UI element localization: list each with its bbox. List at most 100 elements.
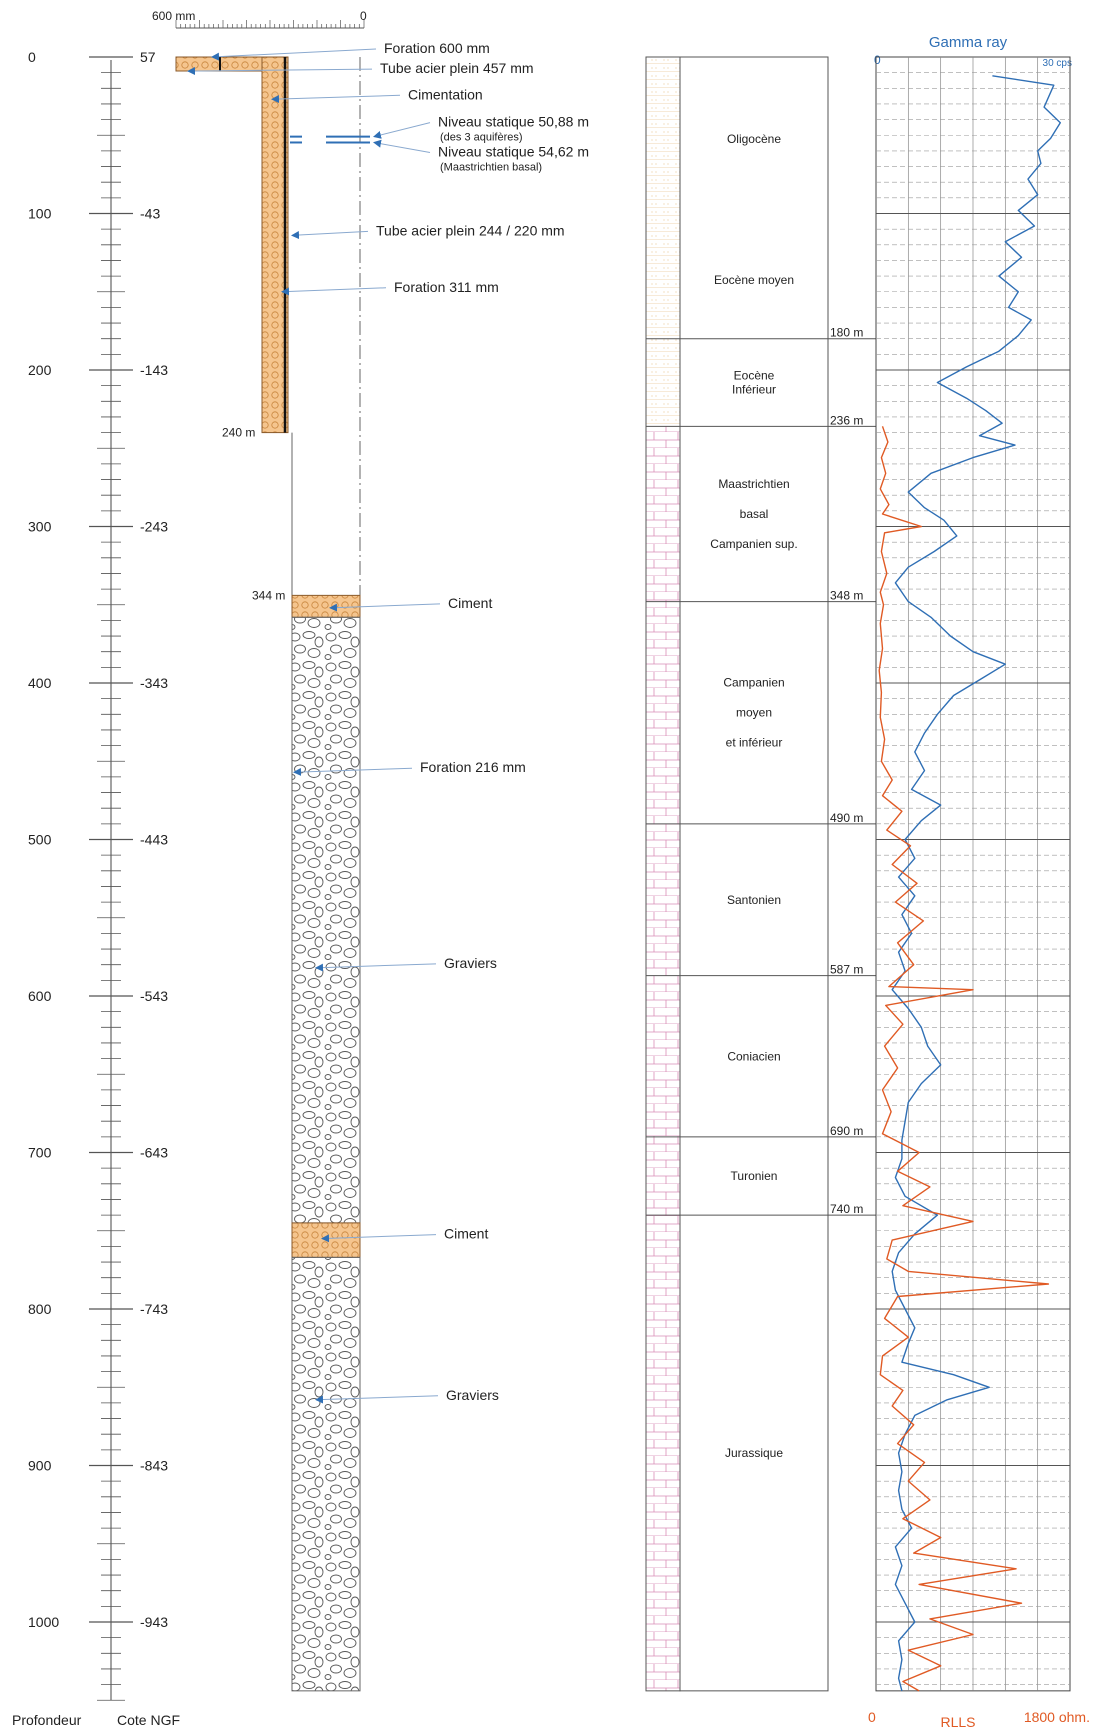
lithology-upper	[646, 57, 680, 427]
depth-label: 500	[28, 832, 52, 848]
stratigraphy-unit-label: Santonien	[727, 893, 781, 907]
boundary-depth-label: 490 m	[830, 811, 863, 825]
boundary-depth-label: 236 m	[830, 413, 863, 427]
well-depth-label: 240 m	[222, 426, 255, 440]
depth-scale: 0 57 100 -43 200 -143 300 -243 400 -343 500 -443 600…	[12, 49, 180, 1728]
chart-title: Gamma ray	[929, 34, 1008, 51]
stratigraphy-unit-label: Inférieur	[732, 383, 776, 397]
log-chart: Gamma ray 0 30 cps 0 RLLS 1800 ohm.	[868, 34, 1090, 1730]
gravel-pack	[291, 616, 361, 1224]
bottom-axis-label: RLLS	[940, 1714, 975, 1730]
ngf-label: -143	[140, 362, 168, 378]
annotation-label: Foration 600 mm	[384, 40, 490, 56]
stratigraphy-frame	[679, 56, 829, 1692]
annotation-label: Cimentation	[408, 86, 483, 102]
stratigraphy-unit-label: Jurassique	[725, 1446, 783, 1460]
stratigraphy-unit-label: Eocène	[734, 369, 775, 383]
annotation-leader	[293, 767, 413, 776]
annotation-label: Ciment	[444, 1226, 488, 1242]
depth-caption: Profondeur	[12, 1712, 82, 1728]
well-depth-label: 344 m	[252, 588, 285, 602]
ngf-label: -343	[140, 675, 168, 691]
stratigraphy-unit-label: basal	[740, 507, 769, 521]
annotation-leader	[329, 603, 441, 612]
ngf-label: -643	[140, 1145, 168, 1161]
annotation-leader	[281, 287, 387, 296]
annotation-leader	[271, 94, 401, 104]
annotation-label: Graviers	[446, 1387, 499, 1403]
depth-label: 600	[28, 988, 52, 1004]
ngf-label: -743	[140, 1301, 168, 1317]
annotation-leader	[321, 1234, 437, 1243]
annotation-sublabel: (des 3 aquifères)	[440, 132, 523, 144]
annotation-label: Niveau statique 50,88 m	[438, 114, 589, 130]
annotation-label: Tube acier plein 457 mm	[380, 60, 534, 76]
annotation-leader	[291, 230, 369, 240]
top-axis-min: 0	[874, 53, 881, 67]
lithology-limestone	[646, 426, 680, 1691]
stratigraphy-unit-label: et inférieur	[726, 736, 783, 750]
boundary-depth-label: 180 m	[830, 326, 863, 340]
stratigraphy-unit-label: Maastrichtien	[718, 477, 789, 491]
ngf-label: -443	[140, 832, 168, 848]
annotation-label: Graviers	[444, 955, 497, 971]
well-schematic: 600 mm 0 240 m 344 m Foration 600 mm Tube …	[152, 9, 589, 1692]
diameter-scale-right: 0	[360, 9, 367, 23]
annotation-leader	[373, 122, 431, 139]
ngf-label: -43	[140, 206, 160, 222]
stratigraphy-unit-label: Coniacien	[727, 1049, 780, 1063]
annotation-label: Ciment	[448, 595, 492, 611]
stratigraphy-unit-label: Oligocène	[727, 132, 781, 146]
annotation-leader	[315, 1395, 439, 1404]
annular-cement	[261, 56, 289, 434]
annotation-sublabel: (Maastrichtien basal)	[440, 161, 542, 173]
stratigraphy-unit-label: Eocène moyen	[714, 273, 794, 287]
boundary-depth-label: 348 m	[830, 589, 863, 603]
depth-label: 800	[28, 1301, 52, 1317]
ngf-label: -943	[140, 1614, 168, 1630]
ngf-caption: Cote NGF	[117, 1712, 180, 1728]
well-body: 240 m 344 m	[175, 56, 370, 1692]
annotation-leader	[315, 963, 437, 972]
depth-label: 0	[28, 49, 36, 65]
well-annotations: Foration 600 mm Tube acier plein 457 mm Ci…	[187, 40, 589, 1404]
series-line-gamma-ray	[891, 75, 1062, 1692]
depth-label: 900	[28, 1458, 52, 1474]
cement-plug	[291, 1222, 361, 1258]
boundary-depth-label: 690 m	[830, 1124, 863, 1138]
bottom-axis-max: 1800 ohm.	[1024, 1709, 1090, 1725]
depth-label: 200	[28, 362, 52, 378]
ngf-label: 57	[140, 49, 156, 65]
diameter-ticks	[175, 20, 365, 28]
annotation-label: Tube acier plein 244 / 220 mm	[376, 222, 565, 238]
depth-label: 400	[28, 675, 52, 691]
annotation-label: Foration 216 mm	[420, 759, 526, 775]
depth-label: 700	[28, 1145, 52, 1161]
ngf-label: -543	[140, 988, 168, 1004]
top-axis-max: 30 cps	[1043, 58, 1072, 69]
gravel-pack	[291, 1256, 361, 1692]
annotation-label: Niveau statique 54,62 m	[438, 143, 589, 159]
annotation-leader	[211, 48, 377, 61]
series-line-rlls	[878, 426, 1050, 1692]
diameter-scale: 600 mm 0	[152, 9, 367, 29]
depth-label: 300	[28, 519, 52, 535]
diameter-scale-left: 600 mm	[152, 9, 195, 23]
depth-label: 1000	[28, 1614, 59, 1630]
bottom-axis-min: 0	[868, 1709, 876, 1725]
ngf-label: -843	[140, 1458, 168, 1474]
chart-series	[878, 75, 1062, 1692]
annotation-leader	[373, 139, 431, 153]
stratigraphy-unit-label: Turonien	[731, 1169, 778, 1183]
annotation-leader	[187, 67, 373, 76]
depth-ticks: 0 57 100 -43 200 -143 300 -243 400 -343 500 -443 600…	[28, 49, 168, 1701]
stratigraphy-unit-label: Campanien	[723, 676, 784, 690]
boundary-depth-label: 740 m	[830, 1202, 863, 1216]
stratigraphy-unit-label: Campanien sup.	[710, 537, 797, 551]
annotation-label: Foration 311 mm	[394, 279, 499, 295]
cement-plug	[291, 594, 361, 618]
depth-label: 100	[28, 206, 52, 222]
boundary-depth-label: 587 m	[830, 963, 863, 977]
